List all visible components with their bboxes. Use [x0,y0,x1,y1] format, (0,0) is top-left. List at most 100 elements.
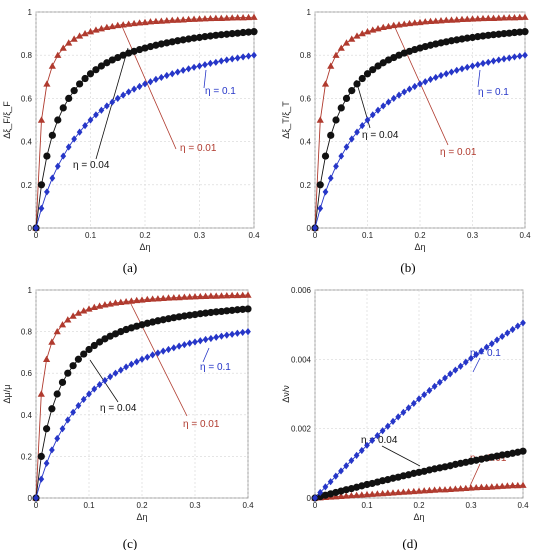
triangle-marker [37,390,45,397]
triangle-marker [130,19,138,27]
circle-marker [59,104,67,112]
series-markers [32,28,258,232]
diamond-marker [380,102,387,110]
circle-marker [163,39,171,47]
circle-marker [202,309,210,317]
circle-marker [510,28,519,37]
diamond-marker [86,390,92,398]
series-markers [32,305,252,502]
diamond-marker [443,70,450,78]
panel-b: 0 0.1 0.2 0.3 0.4 0 0.2 0.4 0.6 0.8 1 Δη Δξ_T/ξ_T η =… [281,8,531,275]
triangle-marker [69,312,77,319]
y-tick-label: 0 [28,494,33,503]
triangle-marker [415,487,423,494]
x-axis-title: Δη [136,512,147,522]
triangle-marker [426,17,435,24]
diamond-marker [312,224,318,232]
series-markers [312,51,528,232]
diamond-marker [422,78,429,86]
x-tick-label: 0.2 [414,231,426,240]
series-markers [312,319,526,502]
triangle-marker [37,116,46,123]
triangle-marker [201,15,209,22]
y-tick-label: 0.002 [291,425,312,434]
diamond-marker [185,65,192,73]
diamond-marker [170,344,177,352]
triangle-marker [432,17,440,24]
triangle-marker [358,491,366,498]
circle-marker [175,313,183,321]
diamond-marker [186,339,193,347]
diamond-marker [43,459,50,467]
circle-marker [86,70,95,78]
circle-marker [90,341,98,350]
triangle-marker [233,291,241,299]
triangle-marker [179,16,187,23]
triangle-marker [431,486,439,493]
circle-marker [168,38,176,46]
x-tick-label: 0.1 [85,231,97,240]
triangle-marker [468,15,477,22]
triangle-marker [342,492,350,499]
x-axis-title: Δη [413,512,424,522]
triangle-marker [503,482,511,489]
x-tick-label: 0.2 [136,501,148,510]
y-tick-label: 0 [307,494,312,503]
triangle-marker [453,16,461,23]
diamond-marker [234,54,241,62]
diamond-marker [432,73,439,82]
circle-marker [316,181,324,189]
triangle-marker [384,22,393,30]
triangle-marker [244,291,252,298]
circle-marker [76,80,84,88]
triangle-marker [143,295,151,303]
triangle-marker [168,16,176,23]
y-tick-label: 0.6 [21,94,33,103]
triangle-marker [447,16,456,23]
triangle-marker [368,490,376,497]
diamond-marker [453,66,460,74]
diamond-marker [485,58,492,66]
circle-marker [54,116,62,124]
triangle-marker [405,19,414,27]
triangle-marker [163,17,171,24]
diamond-marker [338,152,345,160]
y-tick-label: 0.8 [21,51,33,60]
annotation-leader [472,357,481,373]
circle-marker [48,405,56,413]
diamond-marker [364,116,371,124]
circle-marker [146,42,155,51]
y-tick-label: 0.4 [21,138,33,147]
diamond-marker [229,330,235,338]
x-tick-label: 0.1 [362,231,374,240]
diamond-marker [87,116,94,124]
y-tick-label: 1 [28,8,33,17]
triangle-marker [223,292,231,299]
diamond-marker [327,174,334,182]
x-tick-label: 0.1 [361,501,373,510]
diamond-marker [375,106,381,114]
triangle-marker [500,14,508,21]
annotation-leader [381,445,421,467]
x-tick-label: 0.3 [189,501,201,510]
diamond-marker [338,467,344,475]
circle-marker [174,37,182,45]
triangle-marker [458,15,466,23]
circle-marker [244,28,253,36]
diamond-marker [251,51,257,59]
circle-marker [186,311,194,319]
diamond-marker [417,80,423,88]
circle-marker [195,33,204,42]
diamond-marker [102,376,108,385]
series-markers [311,481,527,501]
diamond-marker [123,363,129,371]
triangle-marker [59,44,67,51]
y-tick-label: 0.4 [300,138,312,147]
triangle-marker [111,299,120,306]
triangle-marker [479,14,487,22]
diamond-marker [196,62,203,70]
circle-marker [234,29,242,37]
circle-marker [92,66,100,74]
triangle-marker [451,485,459,492]
triangle-marker [202,292,210,299]
